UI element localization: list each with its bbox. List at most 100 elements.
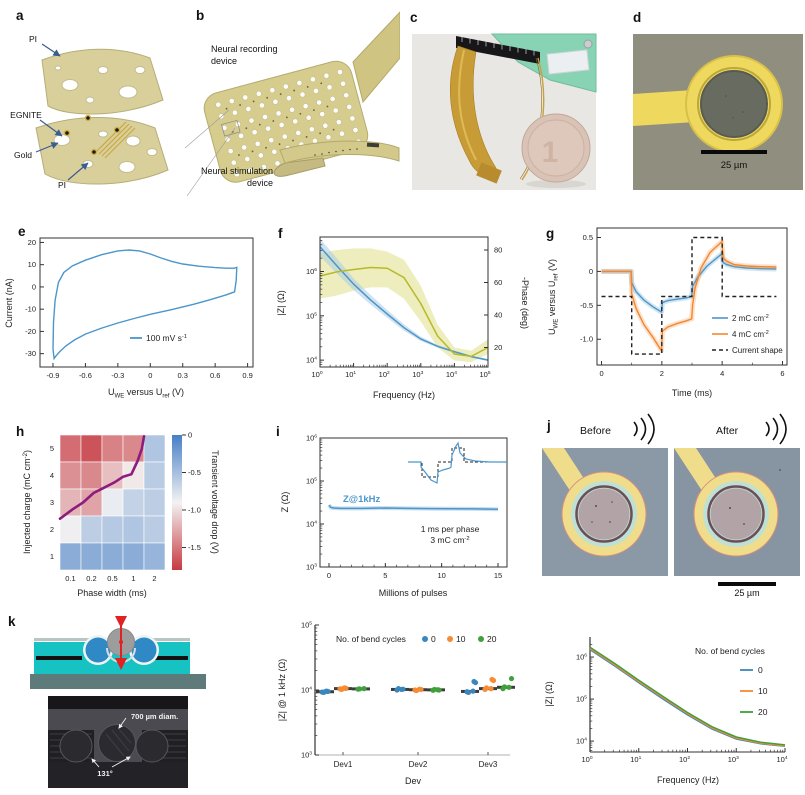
panel-letter-a: a xyxy=(16,8,24,23)
svg-text:0: 0 xyxy=(188,431,192,440)
sonication-icon xyxy=(633,413,655,445)
svg-text:4: 4 xyxy=(50,471,54,480)
svg-text:No. of bend cycles: No. of bend cycles xyxy=(336,634,406,644)
svg-text:2: 2 xyxy=(660,369,664,378)
panel-letter-f: f xyxy=(278,226,283,241)
svg-text:103: 103 xyxy=(728,755,739,764)
svg-text:Dev1: Dev1 xyxy=(334,760,353,769)
svg-text:100: 100 xyxy=(581,755,592,764)
svg-text:10: 10 xyxy=(456,634,466,644)
scale-bar xyxy=(718,582,776,586)
svg-text:105: 105 xyxy=(301,621,312,630)
electrode-icon xyxy=(633,55,783,153)
svg-text:104: 104 xyxy=(446,370,457,379)
svg-text:4: 4 xyxy=(720,369,724,378)
svg-text:-0.5: -0.5 xyxy=(188,468,201,477)
diameter-label: 700 µm diam. xyxy=(131,712,178,721)
pi-top-sheet-icon xyxy=(41,48,164,115)
roller-icon xyxy=(85,637,111,663)
svg-text:106: 106 xyxy=(306,434,317,443)
svg-text:2: 2 xyxy=(152,574,156,583)
svg-text:4 mC cm-2: 4 mC cm-2 xyxy=(732,330,769,339)
svg-text:102: 102 xyxy=(679,755,690,764)
leader-line-2 xyxy=(186,127,236,197)
svg-text:20: 20 xyxy=(28,238,36,247)
panel-h-heatmap: 0.1 0.2 0.5 1 2 1 2 3 4 5 0 -0.5 -1.0 -1.5 Phase width… xyxy=(0,410,270,612)
panel-c-photo: 1 xyxy=(400,0,605,215)
egnite-contacts-icon xyxy=(63,114,121,156)
svg-text:No. of bend cycles: No. of bend cycles xyxy=(695,646,765,656)
label-egnite: EGNITE xyxy=(10,110,42,120)
panel-letter-g: g xyxy=(546,226,555,241)
panel-c-graphic: 1 xyxy=(412,33,597,190)
panel-letter-c: c xyxy=(410,10,418,25)
zoom-region-marker xyxy=(221,119,241,137)
svg-text:0: 0 xyxy=(758,665,763,675)
svg-text:0: 0 xyxy=(32,282,36,291)
svg-text:101: 101 xyxy=(345,370,356,379)
panel-letter-j: j xyxy=(547,418,551,433)
stimulation-strip-icon xyxy=(273,140,400,177)
connector-icon xyxy=(456,36,540,64)
panel-b-devices: Neural recording device Neural stimulati… xyxy=(185,0,400,215)
svg-text:104: 104 xyxy=(576,737,587,746)
svg-text:0.9: 0.9 xyxy=(242,371,252,380)
svg-text:106: 106 xyxy=(576,653,587,662)
svg-text:-30: -30 xyxy=(25,349,36,358)
panel-bend-bode-chart: 104 105 106 100 101 102 103 104 No. of bend cycl… xyxy=(538,612,805,795)
svg-text:-20: -20 xyxy=(25,327,36,336)
svg-text:0.1: 0.1 xyxy=(65,574,75,583)
svg-text:3: 3 xyxy=(50,498,54,507)
scale-bar-label: 25 µm xyxy=(721,160,748,171)
panel-a-graphic: PI EGNITE Gold PI xyxy=(10,34,169,190)
svg-text:0.5: 0.5 xyxy=(583,233,593,242)
pi-bottom-sheet-icon xyxy=(35,114,169,185)
panel-e-cv-chart: 20 10 0 -10 -20 -30 -0.9 -0.6 -0.3 0 0.3 0.6 0.9 100 … xyxy=(0,215,270,410)
bode-plot: 104 105 106 100 101 102 103 104 105 20 40 60 80 Frequ… xyxy=(276,236,530,400)
svg-text:15: 15 xyxy=(494,571,502,580)
svg-text:Millions of pulses: Millions of pulses xyxy=(379,588,448,598)
gold-ribbon-icon xyxy=(450,45,502,184)
charge-phase-heatmap: 0.1 0.2 0.5 1 2 1 2 3 4 5 0 -0.5 -1.0 -1.5 Phase width… xyxy=(22,431,220,599)
cv-chart: 20 10 0 -10 -20 -30 -0.9 -0.6 -0.3 0 0.3 0.6 0.9 100 … xyxy=(4,237,254,400)
panel-f-bode-chart: 104 105 106 100 101 102 103 104 105 20 40 60 80 Frequ… xyxy=(270,215,540,410)
svg-text:106: 106 xyxy=(306,267,317,276)
svg-text:105: 105 xyxy=(576,695,587,704)
voltage-transient-chart: 0.5 0 -0.5 -1.0 0 2 4 6 2 mC cm-2 4 mC cm-2 Curren… xyxy=(547,227,788,398)
svg-text:-0.6: -0.6 xyxy=(79,371,92,380)
panel-i-stability-chart: 103 104 105 106 0 5 10 15 Z@1kHz 1 ms per phase 3 … xyxy=(270,410,540,612)
svg-text:0: 0 xyxy=(327,571,331,580)
panel-bend-scatter-chart: 103 104 105 Dev1 Dev2 Dev3 No. of bend cycles 0… xyxy=(258,612,538,795)
svg-text:105: 105 xyxy=(306,311,317,320)
ribbon-icon xyxy=(352,11,400,104)
svg-text:103: 103 xyxy=(301,751,312,760)
panel-letter-b: b xyxy=(196,8,205,23)
panel-letter-k: k xyxy=(8,614,16,629)
panel-letter-e: e xyxy=(18,224,26,239)
before-image xyxy=(542,448,668,576)
transient-plot: 0.5 0 -0.5 -1.0 0 2 4 6 2 mC cm-2 4 mC cm-2 Curren… xyxy=(547,227,788,398)
svg-text:2: 2 xyxy=(50,525,54,534)
before-label: Before xyxy=(580,425,611,437)
svg-text:40: 40 xyxy=(494,311,502,320)
svg-text:UWE versus Uref (V): UWE versus Uref (V) xyxy=(547,259,560,335)
svg-text:103: 103 xyxy=(412,370,423,379)
label-recording-device-2: device xyxy=(211,56,237,66)
svg-text:10: 10 xyxy=(437,571,445,580)
scale-bar xyxy=(701,150,767,154)
svg-text:105: 105 xyxy=(306,477,317,486)
svg-text:2 mC cm-2: 2 mC cm-2 xyxy=(732,314,769,323)
svg-text:Frequency (Hz): Frequency (Hz) xyxy=(657,775,719,785)
label-recording-device-1: Neural recording xyxy=(211,44,278,54)
svg-text:0: 0 xyxy=(599,369,603,378)
svg-text:104: 104 xyxy=(306,520,317,529)
svg-text:1: 1 xyxy=(50,552,54,561)
svg-text:0.6: 0.6 xyxy=(210,371,220,380)
panel-g-transient-chart: 0.5 0 -0.5 -1.0 0 2 4 6 2 mC cm-2 4 mC cm-2 Curren… xyxy=(540,215,805,410)
svg-text:Z@1kHz: Z@1kHz xyxy=(343,494,380,505)
svg-text:-0.5: -0.5 xyxy=(580,301,593,310)
panel-j-before-after: Before After xyxy=(540,410,805,612)
svg-text:|Z| (Ω): |Z| (Ω) xyxy=(276,290,286,315)
svg-text:0: 0 xyxy=(148,371,152,380)
